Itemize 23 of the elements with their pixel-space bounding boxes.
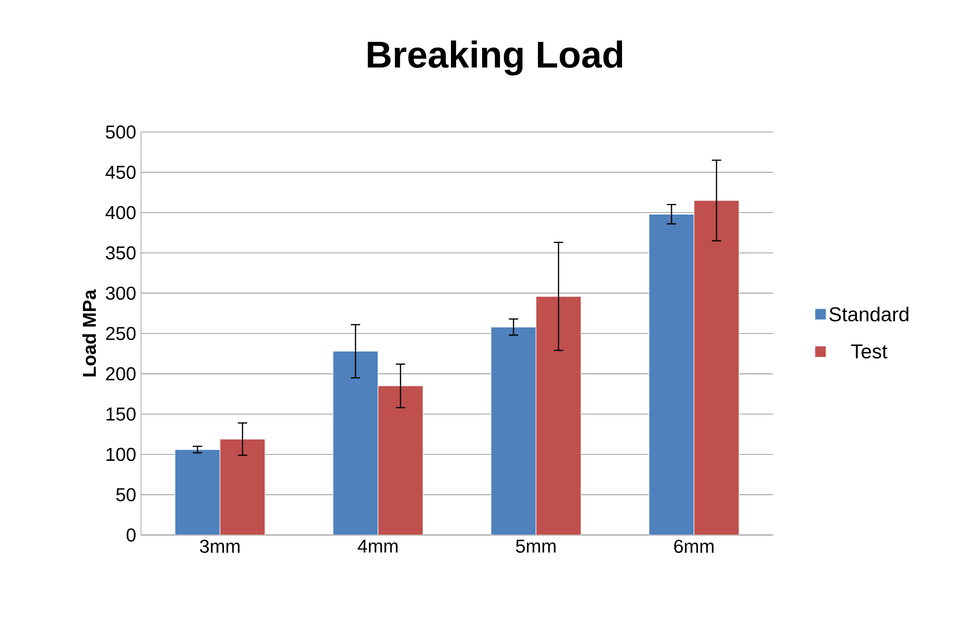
x-tick-label: 4mm [358,540,398,553]
y-tick-label: 350 [106,246,136,260]
y-tick-label: 400 [106,206,136,220]
x-tick-label: 6mm [674,540,714,553]
y-tick-label: 200 [106,367,136,380]
bar [332,350,378,535]
y-axis-title: Load MPa [82,289,96,376]
x-tick-label: 5mm [516,540,556,553]
y-tick-label: 300 [106,286,136,300]
bar [648,214,694,535]
bar [174,449,220,535]
y-tick-label: 50 [116,488,136,502]
x-tick-label: 3mm [200,540,240,553]
y-tick-label: 0 [126,528,136,542]
chart-title: Breaking Load [368,40,622,76]
y-tick-label: 250 [106,326,136,340]
bar [490,326,536,535]
y-tick-label: 500 [106,125,136,139]
y-tick-label: 150 [106,407,136,421]
y-tick-label: 100 [106,448,136,462]
y-tick-label: 450 [106,166,136,179]
legend-label: Test [851,344,888,358]
legend-label: Standard [829,306,908,322]
